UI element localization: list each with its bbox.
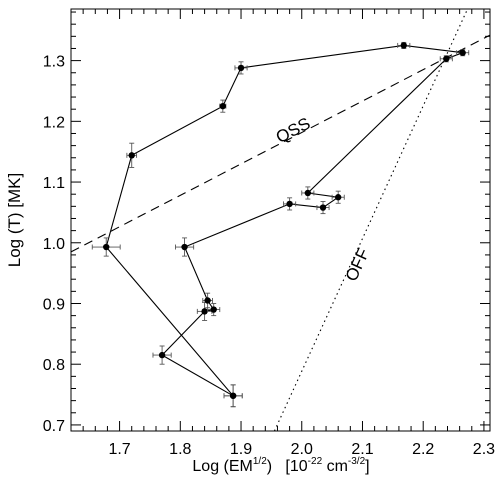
reference-label-qss: QSS	[273, 114, 314, 147]
data-point	[219, 99, 227, 113]
data-point	[234, 61, 248, 75]
reference-label-off: OFF	[342, 245, 373, 284]
data-point	[397, 41, 411, 49]
data-marker	[229, 392, 237, 399]
reference-line-off	[273, 9, 469, 431]
x-axis-label-part: ) [10	[267, 458, 308, 475]
data-point	[316, 201, 330, 215]
x-tick-label: 2.0	[291, 441, 313, 458]
y-tick-label: 1.3	[43, 54, 65, 71]
data-marker	[219, 102, 227, 110]
x-tick-label: 1.8	[169, 441, 191, 458]
data-marker	[210, 306, 217, 313]
x-axis-label: Log (EM1/2) [10-22 cm-3/2]	[192, 456, 369, 475]
data-point	[331, 190, 345, 204]
data-point	[456, 49, 470, 57]
data-marker	[443, 55, 450, 62]
data-point	[152, 345, 172, 365]
x-tick-label: 1.9	[230, 441, 252, 458]
y-tick-label: 0.9	[43, 296, 65, 313]
series-line	[105, 44, 463, 397]
axes-layer: 1.7 1.8 1.9 2.0 2.1 2.2 2.3 0.7 0.8 0.9 1.0 1.1 1.2 1…	[43, 8, 495, 458]
y-tick-label: 1.1	[43, 175, 65, 192]
data-point	[439, 55, 453, 63]
x-axis-label-part: ]	[365, 458, 369, 475]
y-axis-label: Log (T) [MK]	[5, 173, 24, 267]
y-tick-label: 0.8	[43, 357, 65, 374]
data-point	[223, 384, 243, 408]
x-axis-label-part: cm	[322, 458, 348, 475]
data-marker	[334, 194, 342, 201]
data-marker	[400, 42, 407, 49]
data-marker	[103, 243, 110, 251]
reference-lines	[71, 9, 490, 431]
x-tick-label: 1.7	[108, 441, 130, 458]
data-marker	[204, 297, 211, 304]
x-tick-label: 2.3	[473, 441, 495, 458]
y-tick-label: 1.2	[43, 114, 65, 131]
data-point	[301, 186, 315, 200]
data-marker	[319, 204, 327, 211]
x-axis-label-superscript: -22	[308, 456, 323, 467]
x-axis-label-part: Log (EM	[192, 458, 252, 475]
data-point	[202, 292, 213, 309]
data-marker	[459, 49, 466, 56]
y-tick-label: 0.7	[43, 418, 65, 435]
x-axis-label-superscript: 1/2	[253, 456, 267, 467]
data-point	[207, 303, 221, 317]
x-axis-label-superscript: -3/2	[348, 456, 366, 467]
data-marker	[237, 64, 245, 72]
data-marker	[286, 200, 293, 208]
data-marker	[201, 308, 208, 315]
x-tick-label: 2.1	[351, 441, 373, 458]
plot-frame	[70, 8, 491, 432]
data-point	[196, 301, 213, 321]
data-marker	[181, 243, 188, 251]
labels-layer: QSS OFF Log (T) [MK] Log (EM1/2) [10-22 cm-…	[5, 114, 373, 475]
data-point	[283, 197, 297, 211]
y-tick-label: 1.0	[43, 236, 65, 253]
x-tick-label: 2.2	[412, 441, 434, 458]
data-marker	[158, 351, 166, 359]
data-point	[126, 142, 138, 168]
data-marker	[304, 189, 312, 197]
series-layer	[91, 41, 470, 408]
data-marker	[128, 152, 135, 159]
reference-line-qss	[71, 34, 490, 253]
data-point	[91, 237, 121, 257]
data-point	[174, 237, 195, 257]
